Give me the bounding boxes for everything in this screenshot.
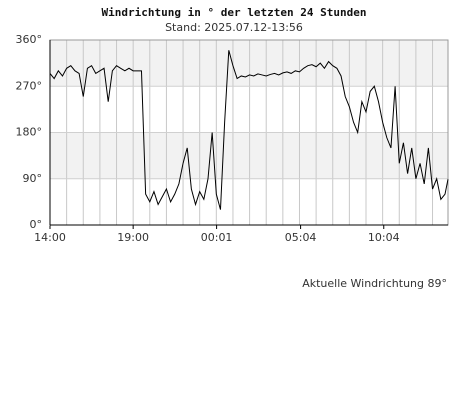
- x-tick-label: 19:00: [117, 231, 149, 244]
- y-tick-label: 0°: [30, 218, 43, 231]
- annotation: Aktuelle Windrichtung 89°: [302, 277, 447, 290]
- band: [50, 40, 448, 87]
- y-tick-label: 90°: [23, 172, 43, 185]
- x-tick-label: 00:01: [201, 231, 233, 244]
- y-tick-label: 270°: [16, 79, 43, 92]
- line-series: [49, 50, 449, 210]
- x-tick-label: 14:00: [34, 231, 66, 244]
- x-tick-label: 10:04: [368, 231, 400, 244]
- y-tick-label: 180°: [16, 126, 43, 139]
- chart-subtitle: Stand: 2025.07.12-13:56: [165, 21, 303, 34]
- x-tick-label: 05:04: [285, 231, 317, 244]
- y-tick-label: 360°: [16, 33, 43, 46]
- chart-title: Windrichtung in ° der letzten 24 Stunden: [102, 6, 367, 19]
- band: [50, 132, 448, 179]
